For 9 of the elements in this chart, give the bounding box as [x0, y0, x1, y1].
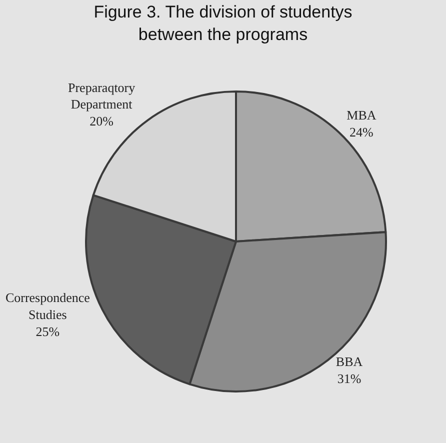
- data-label: 31%: [337, 370, 362, 386]
- slice-label: Correspondence Studies: [5, 290, 90, 322]
- slice-label: BBA: [336, 354, 364, 370]
- slice-label: Preparaqtory Department: [68, 80, 136, 112]
- chart-title: Figure 3. The division of studentys between the programs: [94, 2, 352, 44]
- slice-label: MBA: [346, 108, 377, 123]
- data-label: 25%: [36, 324, 60, 340]
- data-label: 20%: [90, 114, 114, 129]
- data-label: 24%: [350, 124, 374, 140]
